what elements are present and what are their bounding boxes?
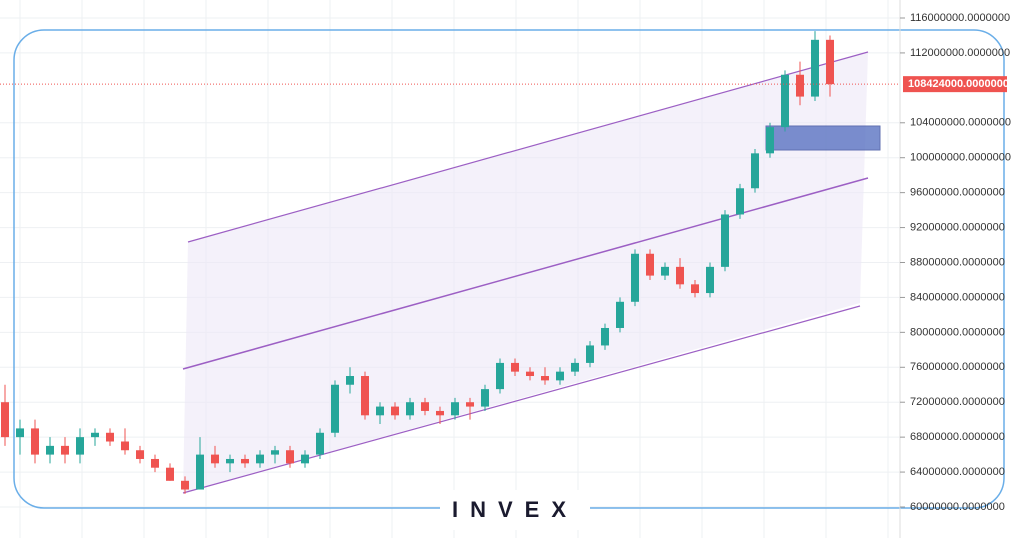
candle-body <box>421 402 429 411</box>
candle-body <box>241 458 249 464</box>
candle-body <box>601 327 609 346</box>
candles <box>1 31 834 494</box>
y-tick-label: 112000000.0000000 <box>910 47 1010 59</box>
y-tick-label: 92000000.0000000 <box>910 221 1005 233</box>
candle-body <box>376 406 384 416</box>
candle-body <box>631 253 639 302</box>
candle-body <box>196 454 204 490</box>
candle-body <box>406 402 414 416</box>
candle-body <box>61 445 69 455</box>
candle-body <box>586 345 594 363</box>
watermark-bg <box>440 490 590 530</box>
candle-body <box>226 458 234 464</box>
y-tick-label: 64000000.0000000 <box>910 466 1005 478</box>
candle-body <box>91 432 99 438</box>
candle-body <box>346 376 354 385</box>
y-tick-label: 96000000.0000000 <box>910 187 1005 199</box>
y-tick-label: 84000000.0000000 <box>910 291 1005 303</box>
candle-body <box>811 39 819 97</box>
channel-fill <box>183 52 868 493</box>
candle-body <box>781 74 789 128</box>
last-price-label: 108424000.0000000 <box>908 78 1009 90</box>
candle-body <box>1 402 9 438</box>
y-tick-label: 104000000.0000000 <box>910 117 1011 129</box>
candle-body <box>211 454 219 464</box>
candle-body <box>256 454 264 464</box>
candle-body <box>646 253 654 276</box>
candle-body <box>46 445 54 455</box>
candle-body <box>136 450 144 459</box>
last-price-box <box>903 76 1007 93</box>
candle-body <box>451 402 459 416</box>
candle-body <box>166 467 174 481</box>
candle-body <box>706 266 714 294</box>
y-tick-label: 76000000.0000000 <box>910 361 1005 373</box>
y-tick-label: 80000000.0000000 <box>910 326 1005 338</box>
candle-body <box>526 371 534 377</box>
y-tick-label: 68000000.0000000 <box>910 431 1005 443</box>
candle-body <box>676 266 684 285</box>
candle-body <box>286 450 294 464</box>
candle-body <box>556 371 564 381</box>
candle-body <box>691 284 699 294</box>
candle-body <box>151 458 159 468</box>
candle-body <box>301 454 309 464</box>
candle-body <box>181 480 189 490</box>
candle-body <box>496 362 504 390</box>
price-axis: 116000000.0000000 112000000.0000000 104000… <box>900 12 1011 513</box>
candle-body <box>796 74 804 97</box>
candle-body <box>826 39 834 85</box>
candle-body <box>511 362 519 372</box>
candle-body <box>466 402 474 407</box>
candle-body <box>316 432 324 455</box>
y-tick-label: 72000000.0000000 <box>910 396 1005 408</box>
y-tick-label: 60000000.0000000 <box>910 501 1005 513</box>
candle-body <box>766 127 774 154</box>
watermark: INVEX <box>452 497 578 522</box>
candle-body <box>751 153 759 189</box>
candle-body <box>106 432 114 442</box>
candle-body <box>31 428 39 455</box>
candle-body <box>721 214 729 267</box>
candle-body <box>331 384 339 433</box>
candle-body <box>121 441 129 451</box>
candle-body <box>361 376 369 416</box>
candle-body <box>541 376 549 381</box>
candle-body <box>481 389 489 407</box>
zone <box>765 125 881 151</box>
channel-bottom <box>182 305 861 494</box>
candle-body <box>436 410 444 416</box>
candle-body <box>571 362 579 372</box>
y-tick-label: 100000000.0000000 <box>910 152 1011 164</box>
channel-mid <box>182 177 869 370</box>
channel <box>182 51 869 494</box>
y-tick-label: 116000000.0000000 <box>910 12 1010 24</box>
candle-body <box>16 428 24 438</box>
candle-body <box>736 188 744 215</box>
candle-body <box>616 301 624 328</box>
candle-body <box>271 450 279 455</box>
channel-top <box>187 51 869 243</box>
y-tick-label: 88000000.0000000 <box>910 256 1005 268</box>
candle-body <box>391 406 399 416</box>
candle-body <box>661 266 669 276</box>
candle-body <box>76 437 84 455</box>
